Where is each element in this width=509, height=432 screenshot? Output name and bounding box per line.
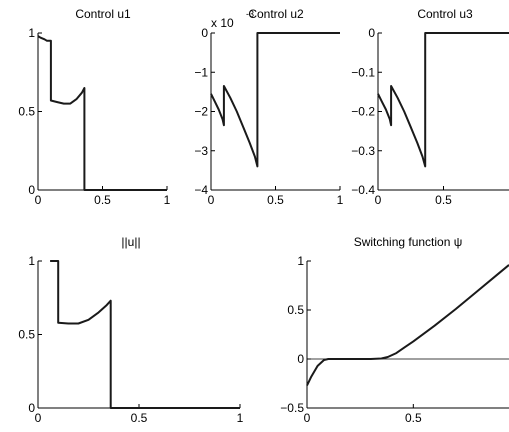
panel-u2-title: Control u2 bbox=[248, 7, 304, 21]
panel-u3-ytick-label: −0.2 bbox=[351, 105, 375, 119]
panel-u2-ytick-label: −4 bbox=[194, 183, 208, 197]
panel-u3-ytick-label: −0.1 bbox=[351, 65, 375, 79]
panel-u1-ytick-label: 1 bbox=[28, 26, 35, 40]
panel-u1-xtick-label: 1 bbox=[164, 193, 171, 207]
panel-norm-ytick-label: 1 bbox=[28, 254, 35, 268]
panel-u2-ytick-label: −1 bbox=[194, 65, 208, 79]
panel-u2-xtick-label: 0 bbox=[208, 193, 215, 207]
panel-u3-ytick-label: −0.3 bbox=[351, 144, 375, 158]
panel-u1-xtick-label: 0 bbox=[35, 193, 42, 207]
panel-u2-ytick-label: −3 bbox=[194, 144, 208, 158]
panel-switching-plot: −0.500.510 0.5 bbox=[280, 254, 509, 425]
panel-switching: Switching function ψ −0.500.510 0.5 bbox=[280, 235, 509, 425]
panel-u3-xtick-label: 0 bbox=[375, 193, 382, 207]
panel-u2-plot: −4 −3 −2 −1 0 0 0.5 1 bbox=[194, 26, 343, 207]
panel-u2-exponent-label: x 10 bbox=[211, 16, 234, 30]
panel-norm-xtick-label: 0 bbox=[35, 411, 42, 425]
panel-norm-ytick-label: 0.5 bbox=[18, 328, 35, 342]
panel-u3-plot: −0.4 −0.3 −0.2 −0.1 0 0 0.5 bbox=[351, 26, 509, 207]
panel-norm-xtick-label: 0.5 bbox=[131, 411, 148, 425]
panel-u2: Control u2 x 10 -3 −4 −3 −2 −1 0 0 0.5 1 bbox=[194, 7, 343, 207]
panel-switching-ytick-label: −0.5 bbox=[280, 401, 304, 415]
panel-switching-xtick-label: 0 bbox=[304, 411, 311, 425]
panel-u3: Control u3 −0.4 −0.3 −0.2 −0.1 0 0 0.5 bbox=[351, 7, 509, 207]
panel-switching-ytick-label: 0.5 bbox=[287, 303, 304, 317]
panel-u1-series-line bbox=[37, 35, 167, 191]
panel-switching-ytick-label: 0 bbox=[297, 352, 304, 366]
panel-u2-series-line bbox=[210, 32, 340, 168]
panel-u1-ytick-label: 0 bbox=[28, 183, 35, 197]
panel-u3-ytick-label: 0 bbox=[368, 26, 375, 40]
panel-u3-ytick-label: −0.4 bbox=[351, 183, 375, 197]
panel-u1: Control u1 0 0.5 1 0 0.5 1 bbox=[18, 7, 170, 207]
panel-u1-title: Control u1 bbox=[75, 7, 131, 21]
panel-norm-xtick-label: 1 bbox=[237, 411, 244, 425]
panel-switching-title: Switching function ψ bbox=[354, 235, 463, 249]
panel-norm-ytick-label: 0 bbox=[28, 401, 35, 415]
panel-u2-ytick-label: 0 bbox=[201, 26, 208, 40]
panel-u3-series-line bbox=[377, 32, 509, 168]
panel-u1-plot: 0 0.5 1 0 0.5 1 bbox=[18, 26, 170, 207]
panel-switching-ytick-label: 1 bbox=[297, 254, 304, 268]
panel-switching-xtick-label: 0.5 bbox=[405, 411, 422, 425]
panel-u2-xtick-label: 1 bbox=[337, 193, 344, 207]
panel-norm: ||u|| 0 0.5 1 0 0.5 1 bbox=[18, 235, 243, 425]
panel-norm-series-line bbox=[50, 260, 240, 409]
panel-u2-exponent-power: -3 bbox=[246, 9, 254, 19]
panel-u1-ytick-label: 0.5 bbox=[18, 105, 35, 119]
panel-u1-xtick-label: 0.5 bbox=[94, 193, 111, 207]
panel-u2-ytick-label: −2 bbox=[194, 105, 208, 119]
panel-u3-title: Control u3 bbox=[417, 7, 473, 21]
panel-norm-title: ||u|| bbox=[121, 235, 140, 249]
panel-u3-xtick-label: 0.5 bbox=[435, 193, 452, 207]
panel-u2-xtick-label: 0.5 bbox=[267, 193, 284, 207]
panel-norm-plot: 0 0.5 1 0 0.5 1 bbox=[18, 254, 243, 425]
panel-switching-series-line bbox=[306, 264, 509, 386]
